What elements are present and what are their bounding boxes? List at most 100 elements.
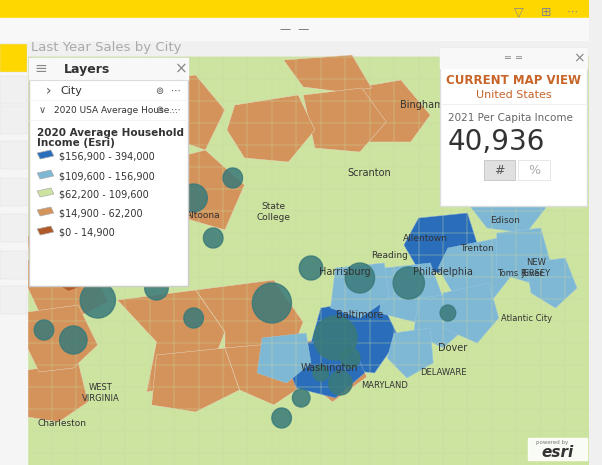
Text: ∨: ∨ bbox=[39, 105, 46, 115]
Bar bbox=[440, 48, 587, 68]
Bar bbox=[0, 44, 27, 72]
Polygon shape bbox=[497, 228, 551, 283]
Bar bbox=[0, 40, 27, 465]
Text: Edison: Edison bbox=[489, 215, 520, 225]
Text: DELAWARE: DELAWARE bbox=[420, 367, 467, 377]
Polygon shape bbox=[330, 263, 389, 318]
Polygon shape bbox=[152, 348, 240, 412]
Polygon shape bbox=[225, 342, 308, 405]
Text: —  —: — — bbox=[280, 24, 309, 34]
Circle shape bbox=[60, 326, 87, 354]
Polygon shape bbox=[37, 207, 54, 216]
Text: ═  ═: ═ ═ bbox=[504, 53, 523, 63]
Bar bbox=[518, 160, 550, 180]
Polygon shape bbox=[414, 293, 465, 348]
Text: State
College: State College bbox=[257, 202, 291, 222]
Text: Allentown: Allentown bbox=[403, 233, 448, 243]
Circle shape bbox=[440, 305, 456, 321]
Circle shape bbox=[345, 263, 374, 293]
Circle shape bbox=[203, 228, 223, 248]
Text: ⋯: ⋯ bbox=[566, 7, 578, 17]
Circle shape bbox=[313, 365, 329, 381]
Polygon shape bbox=[127, 150, 244, 230]
Text: New York: New York bbox=[509, 188, 553, 198]
Text: Income (Esri): Income (Esri) bbox=[37, 138, 115, 148]
Text: Atlantic City: Atlantic City bbox=[501, 313, 551, 323]
Polygon shape bbox=[49, 85, 147, 175]
Bar bbox=[0, 0, 589, 18]
Polygon shape bbox=[27, 255, 108, 317]
Text: ⊚: ⊚ bbox=[155, 86, 164, 96]
Bar bbox=[0, 18, 589, 40]
Circle shape bbox=[34, 320, 54, 340]
Polygon shape bbox=[117, 75, 225, 150]
Bar bbox=[27, 57, 589, 465]
Polygon shape bbox=[404, 213, 479, 275]
FancyBboxPatch shape bbox=[440, 48, 587, 206]
Text: ≡: ≡ bbox=[35, 61, 48, 77]
Polygon shape bbox=[284, 55, 371, 92]
Bar bbox=[0, 251, 27, 279]
Polygon shape bbox=[287, 338, 365, 398]
Text: Scranton: Scranton bbox=[348, 168, 391, 178]
Circle shape bbox=[293, 389, 310, 407]
Text: Layers: Layers bbox=[64, 62, 110, 75]
Polygon shape bbox=[379, 263, 443, 323]
Text: $62,200 - 109,600: $62,200 - 109,600 bbox=[58, 189, 149, 199]
Bar bbox=[0, 76, 27, 104]
Text: Last Year Sales by City: Last Year Sales by City bbox=[31, 40, 182, 53]
Text: United States: United States bbox=[476, 90, 551, 100]
Text: 40,936: 40,936 bbox=[448, 128, 545, 156]
Text: Charleston: Charleston bbox=[37, 418, 86, 427]
Bar bbox=[29, 58, 188, 80]
Polygon shape bbox=[438, 238, 514, 298]
Text: City: City bbox=[61, 86, 82, 96]
Text: Altoona: Altoona bbox=[186, 211, 221, 219]
Circle shape bbox=[340, 348, 360, 368]
Text: Washington: Washington bbox=[301, 363, 358, 373]
Bar bbox=[528, 438, 587, 460]
Circle shape bbox=[272, 408, 291, 428]
Polygon shape bbox=[37, 188, 54, 197]
Bar bbox=[0, 214, 27, 242]
Circle shape bbox=[393, 267, 424, 299]
Polygon shape bbox=[37, 150, 54, 159]
Text: ⊚: ⊚ bbox=[155, 105, 164, 115]
Text: MARYLAND: MARYLAND bbox=[361, 380, 408, 390]
Text: ⋯: ⋯ bbox=[171, 86, 181, 96]
Text: Reading: Reading bbox=[371, 251, 408, 259]
Text: #: # bbox=[494, 164, 505, 177]
Text: Baltimore: Baltimore bbox=[337, 310, 383, 320]
Text: Toms River: Toms River bbox=[497, 268, 543, 278]
FancyBboxPatch shape bbox=[29, 58, 188, 286]
Circle shape bbox=[80, 282, 116, 318]
Text: powered by: powered by bbox=[536, 439, 568, 445]
Polygon shape bbox=[387, 328, 433, 378]
Polygon shape bbox=[257, 333, 311, 383]
Polygon shape bbox=[468, 173, 545, 233]
Polygon shape bbox=[37, 226, 54, 235]
Polygon shape bbox=[311, 298, 399, 373]
Text: WEST
VIRGINIA: WEST VIRGINIA bbox=[82, 383, 120, 403]
Bar bbox=[0, 106, 27, 134]
Polygon shape bbox=[526, 258, 577, 308]
Text: 2020 Average Household: 2020 Average Household bbox=[37, 128, 184, 138]
Polygon shape bbox=[343, 80, 430, 142]
Bar bbox=[0, 178, 27, 206]
Text: Trenton: Trenton bbox=[461, 244, 494, 252]
Text: ▽: ▽ bbox=[514, 6, 523, 19]
Circle shape bbox=[299, 256, 323, 280]
Bar bbox=[0, 286, 27, 314]
Text: $156,900 - 394,000: $156,900 - 394,000 bbox=[58, 151, 155, 161]
Polygon shape bbox=[37, 170, 54, 179]
Text: ›: › bbox=[46, 84, 52, 98]
Text: ⊞: ⊞ bbox=[541, 6, 551, 19]
Circle shape bbox=[329, 371, 352, 395]
Text: Dover: Dover bbox=[438, 343, 467, 353]
Polygon shape bbox=[196, 280, 303, 382]
Text: NEW
JERSEY: NEW JERSEY bbox=[521, 258, 550, 278]
Polygon shape bbox=[117, 290, 225, 392]
Circle shape bbox=[184, 308, 203, 328]
Circle shape bbox=[314, 316, 357, 360]
Text: 2021 Per Capita Income: 2021 Per Capita Income bbox=[448, 113, 573, 123]
